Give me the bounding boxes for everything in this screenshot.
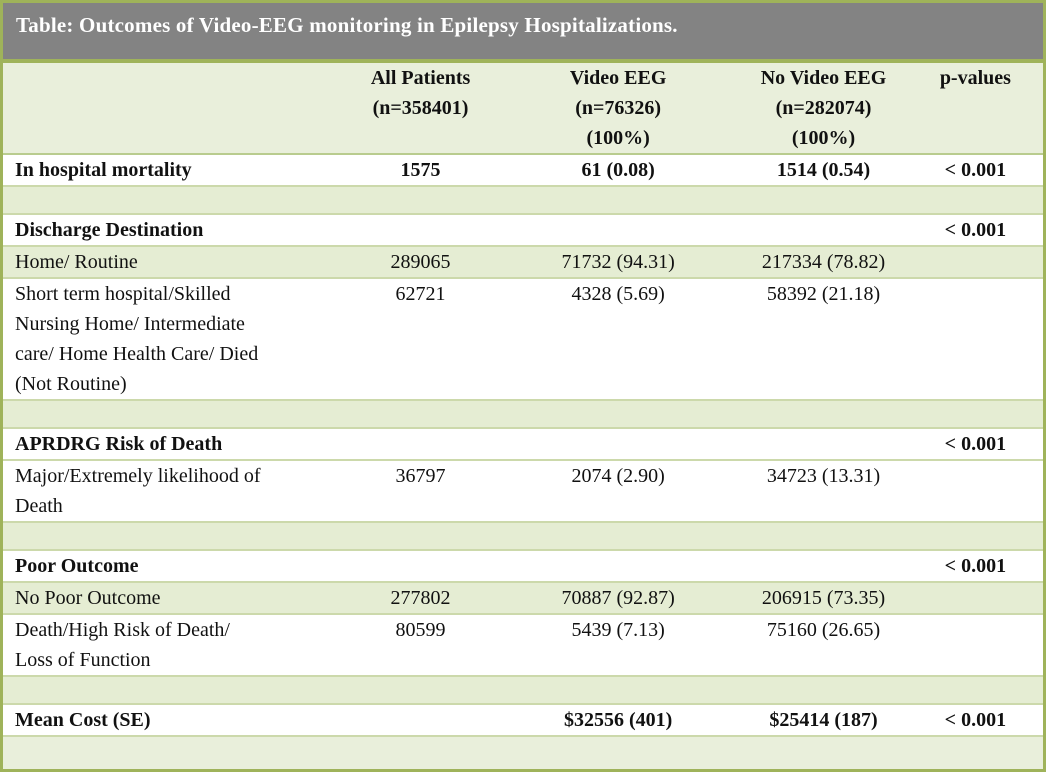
data-cell: 71732 (94.31) xyxy=(496,245,740,278)
header-p-values: p-values xyxy=(907,63,1043,155)
table-row: Poor Outcome < 0.001 xyxy=(3,549,1043,582)
data-cell xyxy=(344,703,497,735)
data-cell xyxy=(739,521,908,550)
data-cell xyxy=(739,213,908,246)
spacer-row xyxy=(3,185,1043,214)
data-cell xyxy=(344,549,497,582)
data-cell xyxy=(907,581,1043,614)
data-cell xyxy=(907,459,1043,522)
data-cell: < 0.001 xyxy=(907,703,1043,735)
data-cell xyxy=(739,185,908,214)
spacer-row xyxy=(3,675,1043,704)
data-cell: 34723 (13.31) xyxy=(739,459,908,522)
data-cell: 2074 (2.90) xyxy=(496,459,740,522)
row-label xyxy=(3,185,345,214)
data-cell xyxy=(739,427,908,460)
data-cell xyxy=(344,427,497,460)
data-cell: 80599 xyxy=(344,613,497,676)
data-cell: $25414 (187) xyxy=(739,703,908,735)
data-cell: < 0.001 xyxy=(944,159,1007,181)
data-cell xyxy=(907,277,1043,400)
bottom-strip xyxy=(3,735,1043,769)
data-cell: < 0.001 xyxy=(907,427,1043,460)
data-cell xyxy=(907,399,1043,428)
data-cell xyxy=(344,213,497,246)
row-label: Home/ Routine xyxy=(3,245,345,278)
data-cell: 1514 (0.54) xyxy=(776,159,871,181)
data-cell xyxy=(344,521,497,550)
data-cell: 217334 (78.82) xyxy=(739,245,908,278)
table-row: Discharge Destination < 0.001 xyxy=(3,213,1043,246)
data-cell: 1575 xyxy=(400,159,441,181)
header-video-eeg: Video EEG (n=76326) (100%) xyxy=(496,63,740,155)
table-row: No Poor Outcome 277802 70887 (92.87) 206915… xyxy=(3,581,1043,614)
data-cell xyxy=(739,675,908,704)
header-row-label-column xyxy=(3,63,345,155)
data-cell: < 0.001 xyxy=(907,213,1043,246)
table-body: In hospital mortality 1575 61 (0.08) 1514 (… xyxy=(3,154,1043,735)
row-label: APRDRG Risk of Death xyxy=(3,427,345,460)
data-cell: 61 (0.08) xyxy=(581,159,655,181)
row-label: In hospital mortality xyxy=(15,159,192,181)
data-cell xyxy=(907,521,1043,550)
data-cell: 58392 (21.18) xyxy=(739,277,908,400)
data-cell xyxy=(496,213,740,246)
row-label xyxy=(3,399,345,428)
data-cell: 5439 (7.13) xyxy=(496,613,740,676)
table-header: All Patients (n=358401) Video EEG (n=763… xyxy=(3,63,1043,155)
table-row: Death/High Risk of Death/ Loss of Functi… xyxy=(3,613,1043,676)
table-row: APRDRG Risk of Death < 0.001 xyxy=(3,427,1043,460)
spacer-row xyxy=(3,399,1043,428)
row-label xyxy=(3,675,345,704)
row-label: Discharge Destination xyxy=(3,213,345,246)
table-row: Home/ Routine 289065 71732 (94.31) 217334 (… xyxy=(3,245,1043,278)
data-cell: 75160 (26.65) xyxy=(739,613,908,676)
data-cell xyxy=(344,399,497,428)
table-row: Mean Cost (SE) $32556 (401) $25414 (187) < … xyxy=(3,703,1043,735)
data-cell xyxy=(496,185,740,214)
data-cell xyxy=(907,185,1043,214)
data-cell xyxy=(496,427,740,460)
row-label: Major/Extremely likelihood of Death xyxy=(3,459,345,522)
row-label: Mean Cost (SE) xyxy=(3,703,345,735)
header-no-video-eeg: No Video EEG (n=282074) (100%) xyxy=(739,63,908,155)
row-label: No Poor Outcome xyxy=(3,581,345,614)
outcomes-table: All Patients (n=358401) Video EEG (n=763… xyxy=(3,63,1043,735)
row-label: Short term hospital/Skilled Nursing Home… xyxy=(3,277,345,400)
data-cell xyxy=(496,399,740,428)
spacer-row xyxy=(3,521,1043,550)
data-cell: 36797 xyxy=(344,459,497,522)
data-cell xyxy=(907,245,1043,278)
data-cell xyxy=(496,675,740,704)
header-all-patients: All Patients (n=358401) xyxy=(344,63,497,155)
row-label: Poor Outcome xyxy=(3,549,345,582)
data-cell: $32556 (401) xyxy=(496,703,740,735)
data-cell xyxy=(496,549,740,582)
data-cell xyxy=(907,613,1043,676)
data-cell: 62721 xyxy=(344,277,497,400)
table-title-bar: Table: Outcomes of Video-EEG monitoring … xyxy=(3,3,1043,63)
data-cell xyxy=(344,675,497,704)
data-cell xyxy=(739,399,908,428)
data-cell: 206915 (73.35) xyxy=(739,581,908,614)
table-row: In hospital mortality 1575 61 (0.08) 1514 (… xyxy=(3,154,1043,186)
data-cell xyxy=(739,549,908,582)
data-cell: 277802 xyxy=(344,581,497,614)
data-cell: 4328 (5.69) xyxy=(496,277,740,400)
row-label: Death/High Risk of Death/ Loss of Functi… xyxy=(3,613,345,676)
table-row: Major/Extremely likelihood of Death 36797… xyxy=(3,459,1043,522)
data-cell: 289065 xyxy=(344,245,497,278)
data-cell xyxy=(496,521,740,550)
table-title: Table: Outcomes of Video-EEG monitoring … xyxy=(16,13,678,37)
header-row: All Patients (n=358401) Video EEG (n=763… xyxy=(3,63,1043,155)
row-label xyxy=(3,521,345,550)
data-cell xyxy=(344,185,497,214)
data-cell: < 0.001 xyxy=(907,549,1043,582)
data-cell xyxy=(907,675,1043,704)
table-row: Short term hospital/Skilled Nursing Home… xyxy=(3,277,1043,400)
data-cell: 70887 (92.87) xyxy=(496,581,740,614)
